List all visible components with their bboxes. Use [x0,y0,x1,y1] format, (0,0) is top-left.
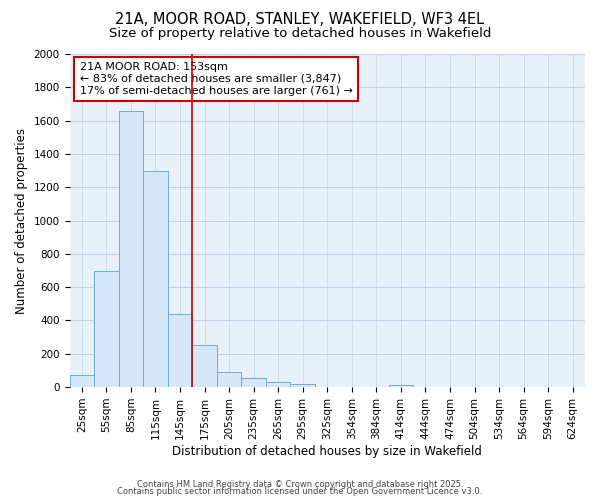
Text: 21A MOOR ROAD: 153sqm
← 83% of detached houses are smaller (3,847)
17% of semi-d: 21A MOOR ROAD: 153sqm ← 83% of detached … [80,62,353,96]
Bar [192,344,217,387]
X-axis label: Distribution of detached houses by size in Wakefield: Distribution of detached houses by size … [172,444,482,458]
Bar [217,372,241,387]
Bar [241,378,266,387]
Text: Contains public sector information licensed under the Open Government Licence v3: Contains public sector information licen… [118,487,482,496]
Bar [143,170,168,387]
Text: Contains HM Land Registry data © Crown copyright and database right 2025.: Contains HM Land Registry data © Crown c… [137,480,463,489]
Bar [94,270,119,387]
Bar [290,384,315,387]
Text: 21A, MOOR ROAD, STANLEY, WAKEFIELD, WF3 4EL: 21A, MOOR ROAD, STANLEY, WAKEFIELD, WF3 … [115,12,485,28]
Bar [266,382,290,387]
Bar [389,384,413,387]
Bar [70,376,94,387]
Bar [168,314,192,387]
Y-axis label: Number of detached properties: Number of detached properties [15,128,28,314]
Bar [119,110,143,387]
Text: Size of property relative to detached houses in Wakefield: Size of property relative to detached ho… [109,28,491,40]
